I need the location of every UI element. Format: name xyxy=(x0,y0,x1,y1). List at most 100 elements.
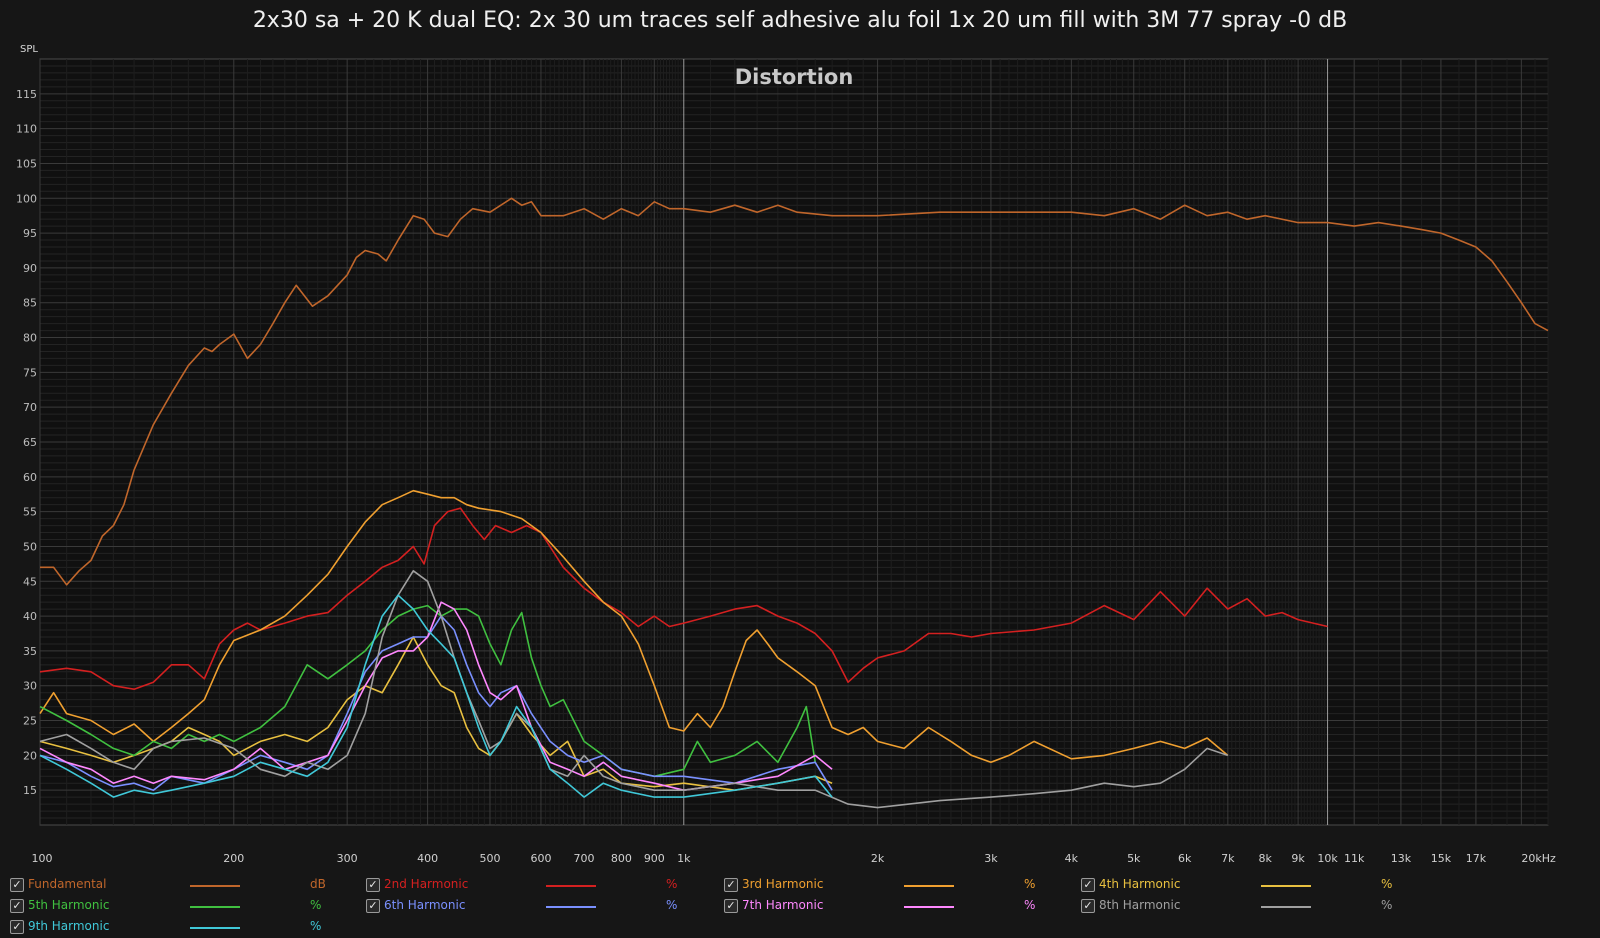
legend-item[interactable]: ✓ 3rd Harmonic% xyxy=(724,876,1064,896)
x-tick-label: 300 xyxy=(337,852,358,865)
legend-checkbox[interactable]: ✓ xyxy=(10,878,24,892)
legend-checkbox[interactable]: ✓ xyxy=(10,899,24,913)
x-tick-label: 700 xyxy=(574,852,595,865)
legend-unit: % xyxy=(1024,877,1036,891)
series-lines xyxy=(39,197,1549,809)
x-tick-label: 600 xyxy=(530,852,551,865)
legend-swatch xyxy=(546,906,596,908)
y-tick-label: 30 xyxy=(23,680,37,693)
x-tick-label: 500 xyxy=(479,852,500,865)
legend-checkbox[interactable]: ✓ xyxy=(724,878,738,892)
legend-label: 5th Harmonic xyxy=(28,898,110,912)
legend-checkbox[interactable]: ✓ xyxy=(724,899,738,913)
x-tick-label: 3k xyxy=(984,852,998,865)
legend: ✓ Fundamental dB ✓ 2nd Harmonic% ✓ 3rd Harmoni… xyxy=(0,870,1600,935)
legend-label: 2nd Harmonic xyxy=(384,877,469,891)
x-tick-label: 15k xyxy=(1431,852,1452,865)
legend-label: Fundamental xyxy=(28,877,107,891)
legend-checkbox[interactable]: ✓ xyxy=(10,920,24,934)
x-tick-label: 13k xyxy=(1391,852,1412,865)
x-tick-label: 900 xyxy=(644,852,665,865)
legend-swatch xyxy=(904,906,954,908)
y-tick-label: 45 xyxy=(23,575,37,588)
x-tick-label: 6k xyxy=(1178,852,1192,865)
legend-item[interactable]: ✓ 2nd Harmonic% xyxy=(366,876,706,896)
series-4th-harmonic xyxy=(39,636,833,792)
y-axis-ticks: 15 20 25 30 35 40 45 50 55 60 65 70 75 80 85 90 95 100 105… xyxy=(16,88,37,797)
legend-item[interactable]: ✓ 4th Harmonic% xyxy=(1081,876,1421,896)
legend-unit: % xyxy=(1024,898,1036,912)
y-tick-label: 100 xyxy=(16,192,37,205)
legend-label: 3rd Harmonic xyxy=(742,877,824,891)
legend-swatch xyxy=(190,885,240,887)
legend-unit: % xyxy=(1381,898,1393,912)
legend-label: 8th Harmonic xyxy=(1099,898,1181,912)
legend-swatch xyxy=(546,885,596,887)
y-tick-label: 55 xyxy=(23,506,37,519)
y-tick-label: 15 xyxy=(23,784,37,797)
legend-label: 4th Harmonic xyxy=(1099,877,1181,891)
y-tick-label: 80 xyxy=(23,332,37,345)
chart-title: Distortion xyxy=(735,65,854,89)
window-title: 2x30 sa + 20 K dual EQ: 2x 30 um traces … xyxy=(252,8,1348,33)
y-tick-label: 60 xyxy=(23,471,37,484)
legend-item[interactable]: ✓ 7th Harmonic% xyxy=(724,897,1064,917)
x-tick-label: 1k xyxy=(677,852,691,865)
series-fundamental xyxy=(40,197,1549,586)
legend-checkbox[interactable]: ✓ xyxy=(1081,878,1095,892)
series-3rd-harmonic xyxy=(39,489,1229,764)
x-axis-ticks: 100 200 300 400 500 600 700 800 900 1k 2k 3k 4k 5k 6k 7… xyxy=(32,852,1556,865)
legend-checkbox[interactable]: ✓ xyxy=(1081,899,1095,913)
series-5th-harmonic xyxy=(39,604,816,778)
x-tick-label: 2k xyxy=(871,852,885,865)
series-7th-harmonic xyxy=(39,601,833,792)
legend-label: 7th Harmonic xyxy=(742,898,824,912)
legend-unit: % xyxy=(310,919,322,933)
x-tick-label: 17k xyxy=(1466,852,1487,865)
legend-item[interactable]: ✓ 6th Harmonic% xyxy=(366,897,706,917)
x-tick-label: 8k xyxy=(1258,852,1272,865)
legend-swatch xyxy=(190,927,240,929)
x-tick-label: 10k xyxy=(1317,852,1338,865)
legend-item[interactable]: ✓ 8th Harmonic% xyxy=(1081,897,1421,917)
legend-unit: % xyxy=(666,877,678,891)
series-9th-harmonic xyxy=(39,594,833,798)
x-tick-label: 200 xyxy=(223,852,244,865)
y-tick-label: 20 xyxy=(23,749,37,762)
x-tick-label: 4k xyxy=(1065,852,1079,865)
legend-item[interactable]: ✓ Fundamental dB xyxy=(10,876,350,896)
legend-item[interactable]: ✓ 5th Harmonic% xyxy=(10,897,350,917)
y-tick-label: 110 xyxy=(16,123,37,136)
legend-checkbox[interactable]: ✓ xyxy=(366,899,380,913)
legend-unit: % xyxy=(1381,877,1393,891)
x-tick-label: 20kHz xyxy=(1521,852,1556,865)
legend-swatch xyxy=(1261,906,1311,908)
legend-label: 6th Harmonic xyxy=(384,898,466,912)
y-axis-label: SPL xyxy=(20,44,38,55)
x-tick-label: 11k xyxy=(1344,852,1365,865)
y-tick-label: 115 xyxy=(16,88,37,101)
legend-item[interactable]: ✓ 9th Harmonic% xyxy=(10,918,350,938)
x-tick-label: 7k xyxy=(1221,852,1235,865)
legend-swatch xyxy=(190,906,240,908)
x-tick-label: 9k xyxy=(1291,852,1305,865)
major-gridlines xyxy=(39,59,1548,825)
y-tick-label: 70 xyxy=(23,401,37,414)
y-tick-label: 40 xyxy=(23,610,37,623)
legend-unit: % xyxy=(310,898,322,912)
legend-swatch xyxy=(1261,885,1311,887)
legend-unit: % xyxy=(666,898,678,912)
y-tick-label: 85 xyxy=(23,297,37,310)
y-tick-label: 95 xyxy=(23,227,37,240)
x-tick-label: 100 xyxy=(32,852,53,865)
y-tick-label: 65 xyxy=(23,436,37,449)
legend-swatch xyxy=(904,885,954,887)
y-tick-label: 35 xyxy=(23,645,37,658)
y-tick-label: 25 xyxy=(23,715,37,728)
legend-unit: dB xyxy=(310,877,326,891)
legend-label: 9th Harmonic xyxy=(28,919,110,933)
x-tick-label: 400 xyxy=(417,852,438,865)
x-tick-label: 800 xyxy=(611,852,632,865)
distortion-chart[interactable]: 15 20 25 30 35 40 45 50 55 60 65 70 75 80 85 90 95 100 105… xyxy=(0,0,1600,870)
legend-checkbox[interactable]: ✓ xyxy=(366,878,380,892)
